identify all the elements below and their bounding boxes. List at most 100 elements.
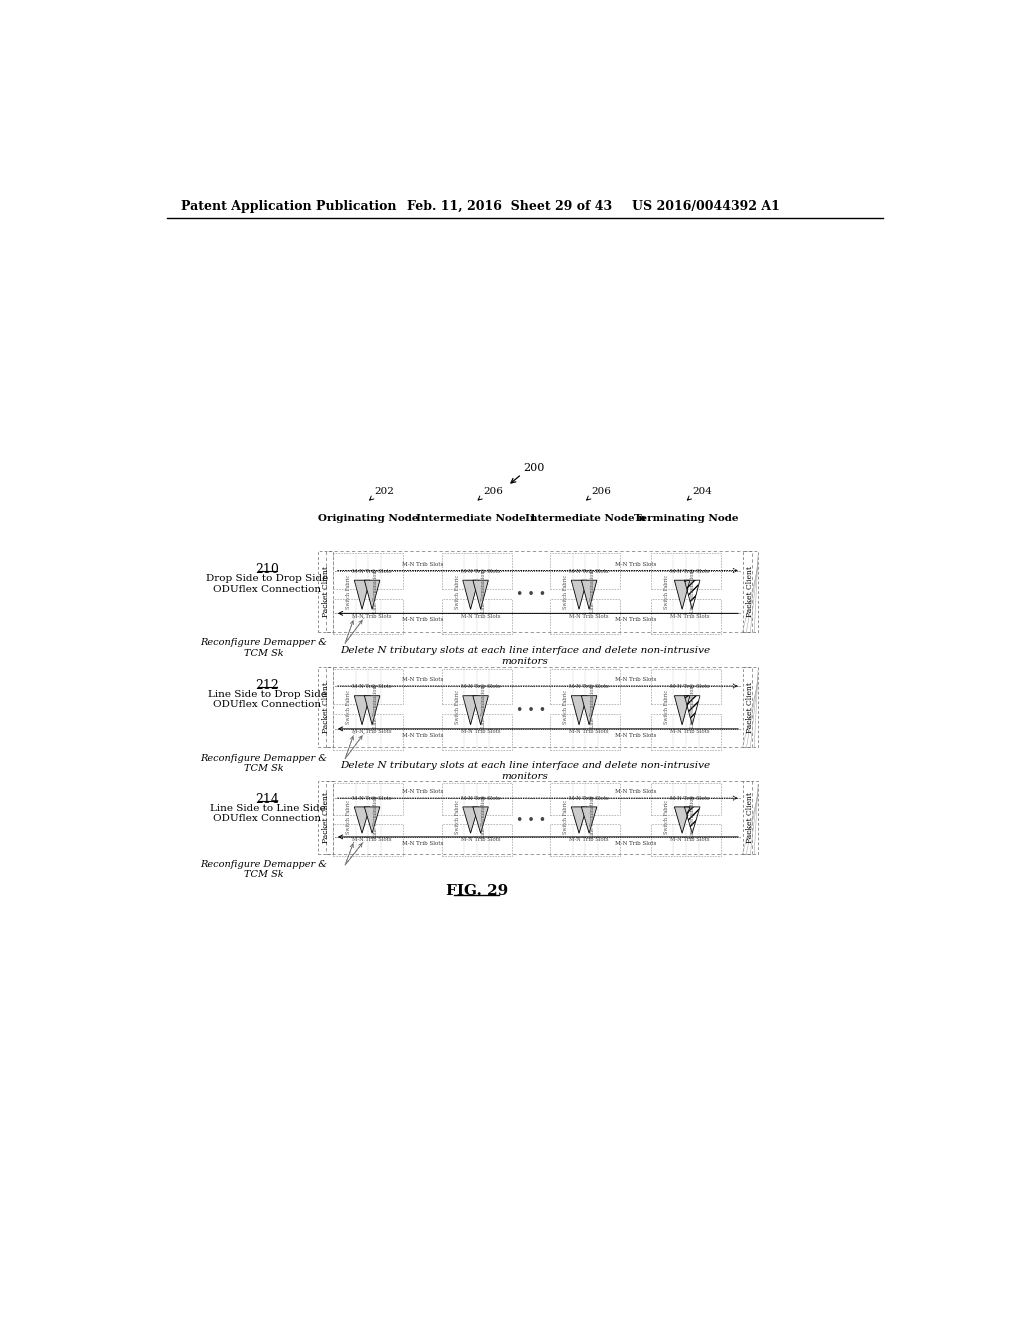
Polygon shape <box>473 581 488 610</box>
Text: 214: 214 <box>256 793 280 807</box>
Polygon shape <box>582 807 597 833</box>
Text: • • •: • • • <box>516 813 546 826</box>
Text: M-N Trib Slots: M-N Trib Slots <box>461 837 501 842</box>
Polygon shape <box>365 696 380 725</box>
Bar <box>317 552 334 632</box>
Bar <box>651 553 721 589</box>
Text: Switch Fabric: Switch Fabric <box>563 800 568 834</box>
Text: M-N Trib Slots: M-N Trib Slots <box>352 569 392 574</box>
Text: 206: 206 <box>483 487 503 496</box>
Text: monitors: monitors <box>502 772 548 781</box>
Text: 206: 206 <box>592 487 611 496</box>
Bar <box>442 553 512 589</box>
Text: M-N Trib Slots: M-N Trib Slots <box>615 677 656 682</box>
Text: Line Termination: Line Termination <box>690 686 695 729</box>
Text: M-N Trib Slots: M-N Trib Slots <box>569 569 609 574</box>
Text: monitors: monitors <box>502 656 548 665</box>
Text: Line Termination: Line Termination <box>690 570 695 612</box>
Text: Line Termination: Line Termination <box>590 686 595 729</box>
Text: 204: 204 <box>692 487 712 496</box>
Text: M-N Trib Slots: M-N Trib Slots <box>670 730 710 734</box>
Text: • • •: • • • <box>516 589 546 601</box>
Bar <box>550 553 621 589</box>
Text: Line Termination: Line Termination <box>690 796 695 838</box>
Bar <box>550 714 621 750</box>
Polygon shape <box>354 581 370 610</box>
Text: M-N Trib Slots: M-N Trib Slots <box>670 614 710 619</box>
Polygon shape <box>365 581 380 610</box>
Text: Delete N tributary slots at each line interface and delete non-intrusive: Delete N tributary slots at each line in… <box>340 645 710 655</box>
Text: Feb. 11, 2016  Sheet 29 of 43: Feb. 11, 2016 Sheet 29 of 43 <box>407 199 612 213</box>
Text: M-N Trib Slots: M-N Trib Slots <box>569 614 609 619</box>
Text: M-N Trib Slots: M-N Trib Slots <box>615 733 656 738</box>
Text: M-N Trib Slots: M-N Trib Slots <box>615 561 656 566</box>
Text: Line Termination: Line Termination <box>373 570 378 612</box>
Bar <box>651 783 721 814</box>
Text: Line Termination: Line Termination <box>481 570 486 612</box>
Text: M-N Trib Slots: M-N Trib Slots <box>401 789 443 795</box>
Text: M-N Trib Slots: M-N Trib Slots <box>461 730 501 734</box>
Text: US 2016/0044392 A1: US 2016/0044392 A1 <box>632 199 779 213</box>
Text: Line Termination: Line Termination <box>373 686 378 729</box>
Text: 200: 200 <box>523 462 545 473</box>
Bar <box>334 783 403 814</box>
Polygon shape <box>675 807 690 833</box>
Bar <box>334 553 403 589</box>
Bar <box>334 669 403 705</box>
Text: Line Termination: Line Termination <box>590 796 595 838</box>
Bar <box>317 667 334 747</box>
Bar <box>442 714 512 750</box>
Polygon shape <box>463 696 478 725</box>
Text: FIG. 29: FIG. 29 <box>445 884 508 898</box>
Bar <box>651 714 721 750</box>
Bar <box>742 667 758 747</box>
Text: Line Termination: Line Termination <box>481 796 486 838</box>
Bar <box>742 780 758 854</box>
Bar <box>334 824 403 855</box>
Bar <box>742 552 758 632</box>
Text: Switch Fabric: Switch Fabric <box>346 800 351 834</box>
Bar <box>317 780 334 854</box>
Polygon shape <box>582 696 597 725</box>
Bar <box>651 669 721 705</box>
Text: M-N Trib Slots: M-N Trib Slots <box>461 684 501 689</box>
Bar <box>326 667 752 747</box>
Text: Delete N tributary slots at each line interface and delete non-intrusive: Delete N tributary slots at each line in… <box>340 762 710 771</box>
Text: Switch Fabric: Switch Fabric <box>563 690 568 725</box>
Text: Reconfigure Demapper &
TCM Sk: Reconfigure Demapper & TCM Sk <box>200 638 327 657</box>
Bar <box>651 824 721 855</box>
Text: M-N Trib Slots: M-N Trib Slots <box>461 796 501 801</box>
Text: Switch Fabric: Switch Fabric <box>346 690 351 725</box>
Bar <box>550 669 621 705</box>
Text: 202: 202 <box>375 487 394 496</box>
Text: • • •: • • • <box>516 704 546 717</box>
Text: ODUflex Connection: ODUflex Connection <box>213 814 322 824</box>
Bar <box>334 599 403 635</box>
Text: Packet Client: Packet Client <box>746 566 755 616</box>
Text: Switch Fabric: Switch Fabric <box>455 800 460 834</box>
Text: M-N Trib Slots: M-N Trib Slots <box>352 837 392 842</box>
Polygon shape <box>473 807 488 833</box>
Polygon shape <box>571 581 587 610</box>
Polygon shape <box>675 696 690 725</box>
Text: Reconfigure Demapper &
TCM Sk: Reconfigure Demapper & TCM Sk <box>200 754 327 774</box>
Text: M-N Trib Slots: M-N Trib Slots <box>670 684 710 689</box>
Text: 212: 212 <box>256 678 280 692</box>
Text: M-N Trib Slots: M-N Trib Slots <box>401 841 443 846</box>
Text: Line Termination: Line Termination <box>481 686 486 729</box>
Bar <box>442 783 512 814</box>
Text: M-N Trib Slots: M-N Trib Slots <box>615 618 656 622</box>
Polygon shape <box>354 696 370 725</box>
Bar <box>334 714 403 750</box>
Text: M-N Trib Slots: M-N Trib Slots <box>401 618 443 622</box>
Text: M-N Trib Slots: M-N Trib Slots <box>461 614 501 619</box>
Polygon shape <box>571 696 587 725</box>
Bar <box>651 599 721 635</box>
Text: Packet Client: Packet Client <box>746 681 755 733</box>
Text: Drop Side to Drop Side: Drop Side to Drop Side <box>207 574 329 583</box>
Text: M-N Trib Slots: M-N Trib Slots <box>569 684 609 689</box>
Text: Switch Fabric: Switch Fabric <box>455 574 460 609</box>
Bar <box>442 599 512 635</box>
Polygon shape <box>463 807 478 833</box>
Polygon shape <box>473 696 488 725</box>
